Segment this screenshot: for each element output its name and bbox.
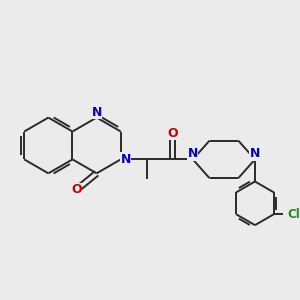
Text: Cl: Cl [288, 208, 300, 221]
Text: N: N [92, 106, 102, 118]
Text: O: O [71, 184, 82, 196]
Text: N: N [120, 153, 131, 166]
Text: O: O [167, 127, 178, 140]
Text: N: N [188, 147, 198, 161]
Text: N: N [250, 147, 260, 161]
